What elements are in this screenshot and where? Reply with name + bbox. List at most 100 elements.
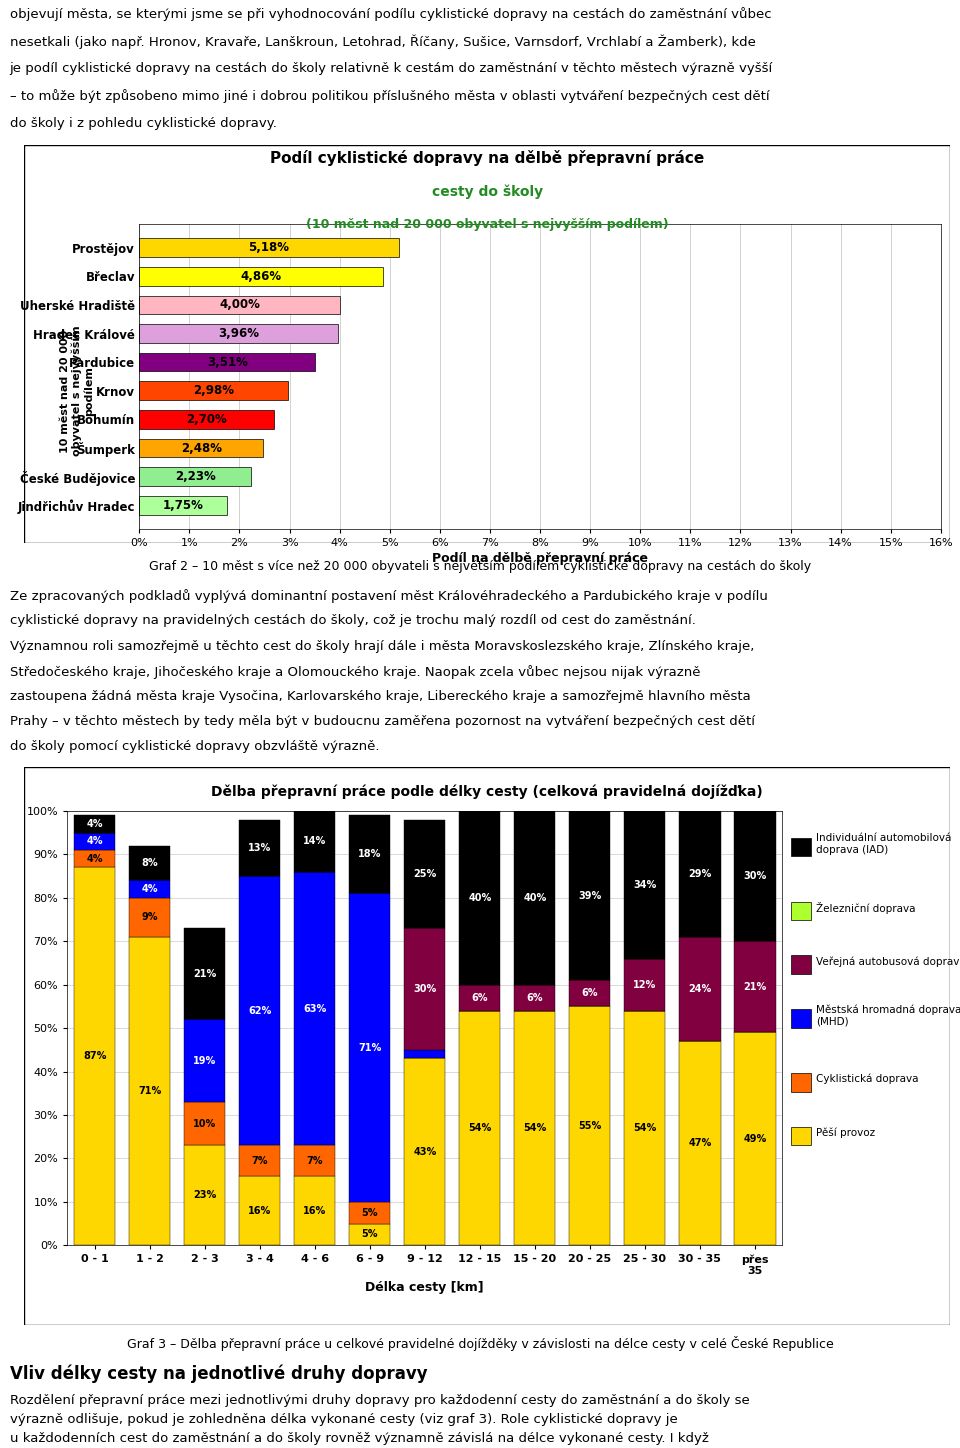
Text: 4,86%: 4,86%: [240, 269, 281, 282]
Bar: [680, 937, 721, 1041]
Text: 16%: 16%: [303, 1206, 326, 1215]
Text: 5%: 5%: [362, 1229, 378, 1239]
Bar: [129, 937, 170, 1245]
Bar: [404, 1050, 445, 1058]
Bar: [294, 1176, 335, 1245]
Text: 39%: 39%: [578, 891, 602, 901]
Text: Železniční doprava: Železniční doprava: [816, 902, 915, 914]
Text: Prahy – v těchto městech by tedy měla být v budoucnu zaměřena pozornost na vytvá: Prahy – v těchto městech by tedy měla bý…: [10, 715, 755, 728]
Bar: [139, 381, 289, 400]
Text: objevují města, se kterými jsme se při vyhodnocování podílu cyklistické dopravy : objevují města, se kterými jsme se při v…: [10, 7, 771, 22]
Bar: [129, 898, 170, 937]
Bar: [624, 811, 665, 959]
Text: Dělba přepravní práce podle délky cesty (celková pravidelná dojížďka): Dělba přepravní práce podle délky cesty …: [211, 785, 763, 799]
Bar: [184, 1102, 226, 1145]
Text: 4%: 4%: [86, 854, 103, 863]
Text: 5%: 5%: [362, 1208, 378, 1218]
Bar: [184, 1019, 226, 1102]
Bar: [459, 1011, 500, 1245]
Text: 87%: 87%: [83, 1051, 107, 1061]
Text: 16%: 16%: [248, 1206, 272, 1215]
Bar: [624, 1011, 665, 1245]
Text: je podíl cyklistické dopravy na cestách do školy relativně k cestám do zaměstnán: je podíl cyklistické dopravy na cestách …: [10, 62, 773, 75]
Text: 14%: 14%: [303, 837, 326, 846]
Text: 4%: 4%: [86, 820, 103, 828]
Text: 2,23%: 2,23%: [175, 471, 215, 484]
Bar: [349, 893, 391, 1202]
Text: 21%: 21%: [193, 969, 216, 979]
Text: 7%: 7%: [252, 1156, 268, 1166]
Bar: [404, 1058, 445, 1245]
Text: Individuální automobilová
doprava (IAD): Individuální automobilová doprava (IAD): [816, 833, 951, 854]
Text: Městská hromadná doprava
(MHD): Městská hromadná doprava (MHD): [816, 1003, 960, 1027]
Text: 2,48%: 2,48%: [180, 442, 222, 455]
Text: Graf 3 – Dělba přepravní práce u celkové pravidelné dojížděky v závislosti na dé: Graf 3 – Dělba přepravní práce u celkové…: [127, 1337, 833, 1351]
Bar: [139, 266, 383, 285]
Bar: [139, 497, 227, 514]
Bar: [239, 820, 280, 876]
Text: Veřejná autobusová doprava: Veřejná autobusová doprava: [816, 956, 960, 967]
Bar: [790, 1009, 810, 1028]
Text: Středočeského kraje, Jihočeského kraje a Olomouckého kraje. Naopak zcela vůbec n: Středočeského kraje, Jihočeského kraje a…: [10, 665, 700, 679]
Bar: [790, 1073, 810, 1092]
Text: 5,18%: 5,18%: [249, 240, 290, 253]
Bar: [680, 1041, 721, 1245]
Bar: [349, 815, 391, 893]
Bar: [74, 815, 115, 833]
Bar: [74, 833, 115, 850]
Text: 9%: 9%: [141, 912, 158, 922]
Text: 40%: 40%: [468, 893, 492, 902]
Text: 3,96%: 3,96%: [218, 327, 259, 340]
Text: Ze zpracovaných podkladů vyplývá dominantní postavení měst Královéhradeckého a P: Ze zpracovaných podkladů vyplývá dominan…: [10, 589, 767, 604]
Text: cyklistické dopravy na pravidelných cestách do školy, což je trochu malý rozdíl : cyklistické dopravy na pravidelných cest…: [10, 614, 695, 627]
Bar: [294, 811, 335, 872]
Bar: [734, 1032, 776, 1245]
Bar: [294, 1145, 335, 1176]
Text: 54%: 54%: [523, 1124, 546, 1132]
Text: 10%: 10%: [193, 1119, 216, 1128]
Bar: [459, 985, 500, 1011]
Bar: [129, 880, 170, 898]
Bar: [734, 941, 776, 1032]
Bar: [790, 956, 810, 975]
Text: 6%: 6%: [471, 993, 488, 1002]
Text: 8%: 8%: [141, 859, 158, 867]
Bar: [790, 1127, 810, 1145]
X-axis label: Podíl na dělbě přepravní práce: Podíl na dělbě přepravní práce: [432, 552, 648, 565]
Text: 30%: 30%: [743, 872, 766, 880]
Text: 23%: 23%: [193, 1190, 216, 1200]
Text: 4,00%: 4,00%: [219, 298, 260, 311]
Text: 43%: 43%: [413, 1147, 437, 1157]
Text: Graf 2 – 10 měst s více než 20 000 obyvateli s největším podílem cyklistické dop: Graf 2 – 10 měst s více než 20 000 obyva…: [149, 560, 811, 572]
Text: Významnou roli samozřejmě u těchto cest do školy hrají dále i města Moravskoslez: Významnou roli samozřejmě u těchto cest …: [10, 640, 754, 653]
Text: nesetkali (jako např. Hronov, Kravaře, Lanškroun, Letohrad, Říčany, Sušice, Varn: nesetkali (jako např. Hronov, Kravaře, L…: [10, 35, 756, 49]
Text: do školy i z pohledu cyklistické dopravy.: do školy i z pohledu cyklistické dopravy…: [10, 117, 276, 130]
Text: 63%: 63%: [303, 1003, 326, 1014]
Text: 29%: 29%: [688, 869, 711, 879]
Text: – to může být způsobeno mimo jiné i dobrou politikou příslušného města v oblasti: – to může být způsobeno mimo jiné i dobr…: [10, 90, 769, 103]
Text: 54%: 54%: [468, 1124, 492, 1132]
Bar: [349, 1202, 391, 1224]
Text: 4%: 4%: [141, 885, 158, 893]
Bar: [139, 239, 398, 256]
Bar: [184, 1145, 226, 1245]
Bar: [139, 295, 340, 314]
Text: Cyklistická doprava: Cyklistická doprava: [816, 1074, 919, 1085]
Bar: [184, 928, 226, 1019]
X-axis label: Délka cesty [km]: Délka cesty [km]: [366, 1280, 484, 1293]
Text: 21%: 21%: [743, 982, 766, 992]
Text: 10 měst nad 20 000
obyvatel s nejvyšším
podílem: 10 měst nad 20 000 obyvatel s nejvyšším …: [60, 326, 94, 456]
Text: 4%: 4%: [86, 837, 103, 846]
Bar: [624, 959, 665, 1011]
Bar: [680, 811, 721, 937]
Bar: [294, 872, 335, 1145]
Bar: [734, 811, 776, 941]
Bar: [239, 1176, 280, 1245]
Text: do školy pomocí cyklistické dopravy obzvláště výrazně.: do školy pomocí cyklistické dopravy obzv…: [10, 740, 379, 753]
Text: 19%: 19%: [193, 1056, 216, 1066]
Bar: [459, 811, 500, 985]
Bar: [139, 439, 263, 458]
Text: 18%: 18%: [358, 850, 381, 859]
Text: 54%: 54%: [634, 1124, 657, 1132]
Text: Pěší provoz: Pěší provoz: [816, 1128, 875, 1138]
